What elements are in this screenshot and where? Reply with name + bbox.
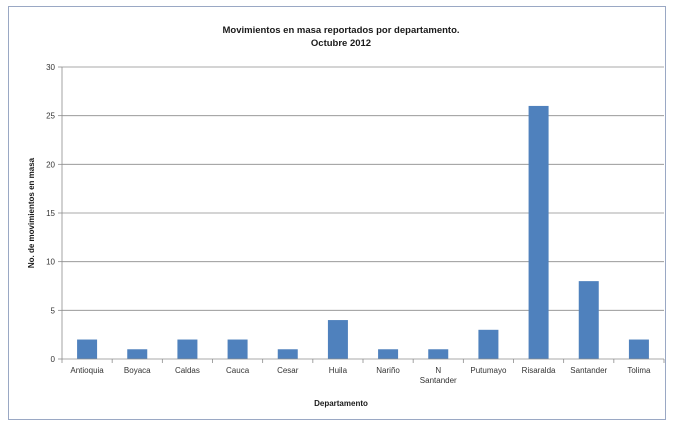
bar [478, 329, 499, 359]
y-axis-ticks: 0 5 10 15 20 25 30 [46, 63, 62, 364]
bar [227, 339, 248, 359]
x-tick-label: N Santander [420, 366, 457, 385]
y-tick-label: 30 [46, 63, 55, 72]
x-tick-label: Huila [329, 366, 348, 375]
chart-subtitle: Octubre 2012 [311, 38, 371, 49]
x-tick-label: Antioquia [70, 366, 104, 375]
x-axis-ticks: Antioquia Boyaca Caldas Cauca Cesar Huila Nari… [61, 359, 665, 385]
bar [277, 349, 298, 359]
gridlines [62, 66, 664, 311]
y-tick-label: 5 [51, 306, 56, 315]
bar [177, 339, 198, 359]
bar [528, 105, 549, 359]
x-axis-label: Departamento [314, 399, 368, 408]
bars [77, 105, 649, 359]
bar [77, 339, 98, 359]
y-tick-label: 10 [46, 258, 55, 267]
x-tick-label: Santander [570, 366, 607, 375]
bar [327, 320, 348, 359]
y-tick-label: 0 [51, 355, 56, 364]
x-tick-label: Cauca [226, 366, 250, 375]
x-tick-label: Putumayo [470, 366, 507, 375]
y-tick-label: 20 [46, 160, 55, 169]
bar [127, 349, 148, 359]
x-tick-label: Risaralda [522, 366, 556, 375]
bar [628, 339, 649, 359]
bar [578, 281, 599, 359]
x-tick-label: Nariño [376, 366, 400, 375]
x-tick-label: Tolima [627, 366, 651, 375]
chart-title: Movimientos en masa reportados por depar… [222, 25, 459, 36]
bar [378, 349, 399, 359]
bar [428, 349, 449, 359]
y-axis-label: No. de movimientos en masa [27, 157, 36, 268]
x-tick-label: Caldas [175, 366, 200, 375]
y-tick-label: 25 [46, 112, 55, 121]
x-tick-label: Boyaca [124, 366, 151, 375]
y-tick-label: 15 [46, 209, 55, 218]
x-tick-label: Cesar [277, 366, 299, 375]
